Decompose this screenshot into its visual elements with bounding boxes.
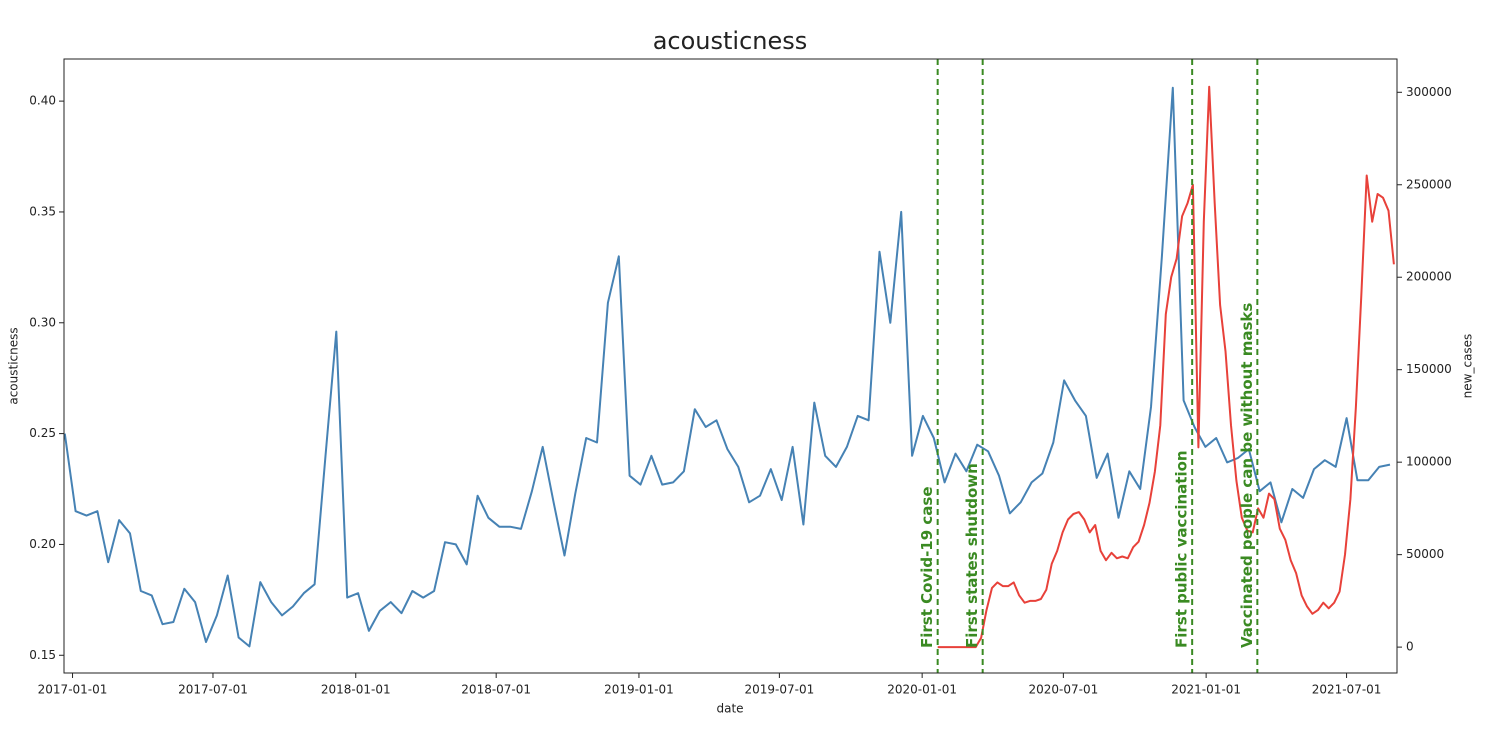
x-tick-label: 2017-01-01 (38, 683, 108, 697)
y2-tick-label: 200000 (1406, 270, 1452, 284)
annotation-text: First states shutdown (963, 463, 981, 648)
y2-tick-label: 300000 (1406, 85, 1452, 99)
data-line (63, 86, 1391, 648)
y-tick-label: 0.25 (29, 426, 56, 440)
y2-tick-label: 50000 (1406, 547, 1444, 561)
x-tick-label: 2021-07-01 (1312, 683, 1382, 697)
y2-axis-label: new_cases (1461, 334, 1475, 399)
y-tick-label: 0.30 (29, 315, 56, 329)
annotation-text: First public vaccination (1173, 450, 1191, 648)
x-tick-label: 2021-01-01 (1171, 683, 1241, 697)
data-line (937, 85, 1395, 649)
annotation-text: Vaccinated people can be without masks (1238, 303, 1256, 648)
x-tick-label: 2018-01-01 (321, 683, 391, 697)
x-tick-label: 2019-01-01 (604, 683, 674, 697)
x-axis-label: date (716, 702, 743, 716)
annotation-text: First Covid-19 case (918, 486, 936, 648)
y-tick-label: 0.15 (29, 648, 56, 662)
chart-title: acousticness (653, 27, 808, 55)
y2-tick-label: 100000 (1406, 455, 1452, 469)
plot-frame (63, 58, 1398, 674)
x-tick-label: 2020-01-01 (887, 683, 957, 697)
x-tick-label: 2018-07-01 (461, 683, 531, 697)
y2-tick-label: 0 (1406, 640, 1414, 654)
x-tick-label: 2017-07-01 (178, 683, 248, 697)
x-tick-label: 2019-07-01 (745, 683, 815, 697)
y-tick-label: 0.20 (29, 537, 56, 551)
y2-tick-label: 250000 (1406, 177, 1452, 191)
y-axis-label: acousticness (7, 327, 21, 404)
y-tick-label: 0.35 (29, 204, 56, 218)
y2-tick-label: 150000 (1406, 362, 1452, 376)
y-tick-label: 0.40 (29, 94, 56, 108)
x-tick-label: 2020-07-01 (1028, 683, 1098, 697)
